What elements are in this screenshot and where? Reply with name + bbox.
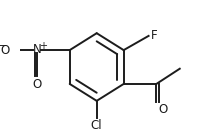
Text: +: +	[39, 41, 47, 51]
Text: Cl: Cl	[91, 119, 103, 132]
Text: O: O	[0, 44, 10, 57]
Text: O: O	[32, 78, 42, 91]
Text: N: N	[33, 43, 41, 56]
Text: −: −	[0, 41, 8, 51]
Text: F: F	[151, 29, 158, 42]
Text: O: O	[159, 103, 168, 116]
